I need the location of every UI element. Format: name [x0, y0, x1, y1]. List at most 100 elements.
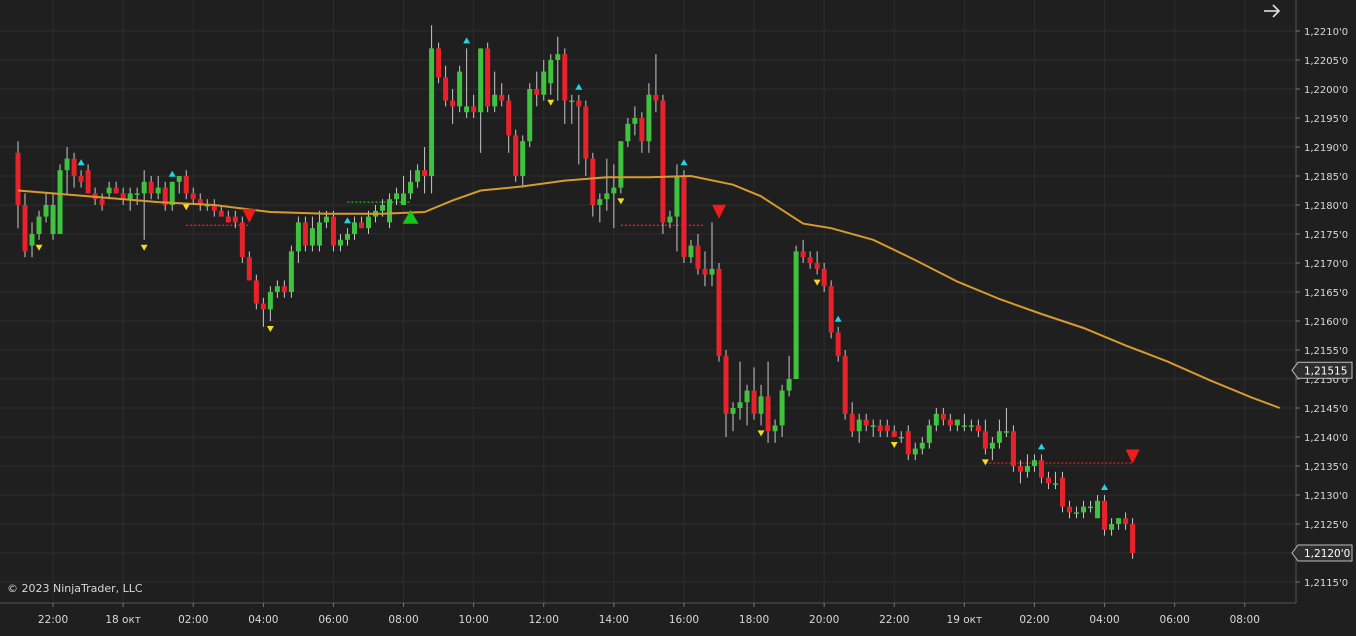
x-tick-label: 10:00: [459, 614, 489, 626]
candle-up: [316, 222, 322, 246]
price-label: 1,2120'0: [1291, 544, 1353, 562]
candle-up: [408, 181, 414, 194]
candle-up: [604, 193, 610, 200]
y-tick-label: 1,2170'0: [1304, 259, 1348, 270]
candle-up: [737, 402, 743, 408]
candle-up: [527, 89, 533, 142]
candle-down: [877, 425, 883, 432]
candle-down: [821, 268, 827, 287]
signal-lines: [186, 201, 1133, 464]
signal-markers: [35, 37, 1140, 490]
y-tick-label: 1,2205'0: [1304, 56, 1348, 67]
swing-low-marker: [981, 459, 989, 466]
swing-low-marker: [35, 244, 43, 251]
candle-down: [1017, 466, 1023, 472]
swing-low-marker: [182, 204, 190, 211]
y-tick-label: 1,2175'0: [1304, 230, 1348, 241]
candle-up: [933, 413, 939, 426]
candle-up: [968, 425, 974, 427]
candle-up: [772, 425, 778, 432]
candle-down: [281, 286, 287, 292]
swing-high-marker: [680, 159, 688, 166]
candle-down: [947, 419, 953, 426]
candle-down: [85, 170, 91, 194]
y-tick-label: 1,2145'0: [1304, 404, 1348, 415]
candle-up: [57, 170, 63, 234]
candle-down: [120, 193, 126, 200]
candle-down: [1130, 524, 1136, 553]
candle-down: [534, 89, 540, 95]
y-tick-label: 1,2125'0: [1304, 520, 1348, 531]
candle-up: [919, 442, 925, 449]
candle-down: [113, 187, 119, 194]
candle-down: [239, 222, 245, 258]
moving-average-line: [17, 174, 1281, 409]
candle-down: [842, 355, 848, 414]
candle-down: [422, 170, 428, 176]
candle-down: [723, 355, 729, 414]
candle-down: [562, 54, 568, 101]
candle-up: [730, 408, 736, 414]
candle-down: [162, 187, 168, 205]
sell-signal-arrow: [1125, 449, 1140, 464]
candle-down: [982, 431, 988, 449]
candle-down: [1067, 506, 1072, 513]
candle-up: [141, 181, 147, 194]
x-tick-label: 16:00: [669, 614, 699, 626]
y-tick-label: 1,2165'0: [1304, 288, 1348, 299]
x-tick-label: 19 окт: [947, 614, 983, 626]
candle-down: [681, 176, 687, 258]
time-axis[interactable]: 22:00 18 окт 02:00 04:00 06:00 08:00 10:00 12:0…: [38, 603, 1260, 626]
candle-up: [337, 239, 343, 246]
candle-down: [260, 303, 266, 310]
swing-high-marker: [1037, 443, 1045, 450]
y-tick-label: 1,2190'0: [1304, 143, 1348, 154]
candle-down: [891, 431, 897, 437]
candle-up: [996, 431, 1002, 443]
candle-down: [814, 263, 820, 269]
y-tick-label: 1,2200'0: [1304, 85, 1348, 96]
arrow-right-icon[interactable]: [1264, 4, 1281, 18]
candle-down: [835, 332, 841, 356]
candle-up: [380, 205, 386, 211]
candle-down: [15, 152, 21, 205]
swing-low-marker: [266, 326, 274, 332]
candle-down: [190, 193, 196, 200]
candle-up: [520, 141, 526, 176]
x-tick-label: 22:00: [879, 614, 909, 626]
candles: [15, 25, 1136, 559]
candle-up: [548, 60, 554, 84]
swing-high-marker: [1101, 484, 1109, 490]
candle-up: [29, 234, 35, 246]
x-tick-label: 20:00: [809, 614, 839, 626]
candle-up: [492, 94, 498, 107]
price-axis[interactable]: 1,2210'0 1,2205'0 1,2200'0 1,2195'0 1,2190'0…: [1291, 27, 1353, 589]
candle-up: [1024, 466, 1030, 472]
candle-down: [197, 199, 203, 205]
y-tick-label: 1,2150'0: [1304, 375, 1348, 386]
candle-down: [183, 176, 189, 194]
candle-down: [583, 106, 589, 159]
price-label-box: [1291, 361, 1353, 379]
candle-down: [246, 257, 252, 281]
candle-down: [211, 205, 217, 211]
candle-up: [709, 268, 715, 275]
candle-down: [450, 100, 456, 107]
candle-up: [288, 251, 294, 292]
y-tick-label: 1,2115'0: [1304, 578, 1348, 589]
candle-up: [401, 193, 407, 205]
x-tick-label: 06:00: [1160, 614, 1190, 626]
price-label: 1,21515: [1291, 361, 1353, 379]
swing-low-marker: [140, 244, 148, 251]
candle-up: [779, 390, 785, 426]
candle-down: [828, 286, 834, 333]
candle-up: [176, 176, 182, 182]
x-tick-label: 18:00: [739, 614, 769, 626]
y-tick-label: 1,2195'0: [1304, 114, 1348, 125]
swing-low-marker: [547, 99, 555, 106]
candle-up: [351, 222, 357, 234]
candle-up: [1074, 512, 1080, 514]
